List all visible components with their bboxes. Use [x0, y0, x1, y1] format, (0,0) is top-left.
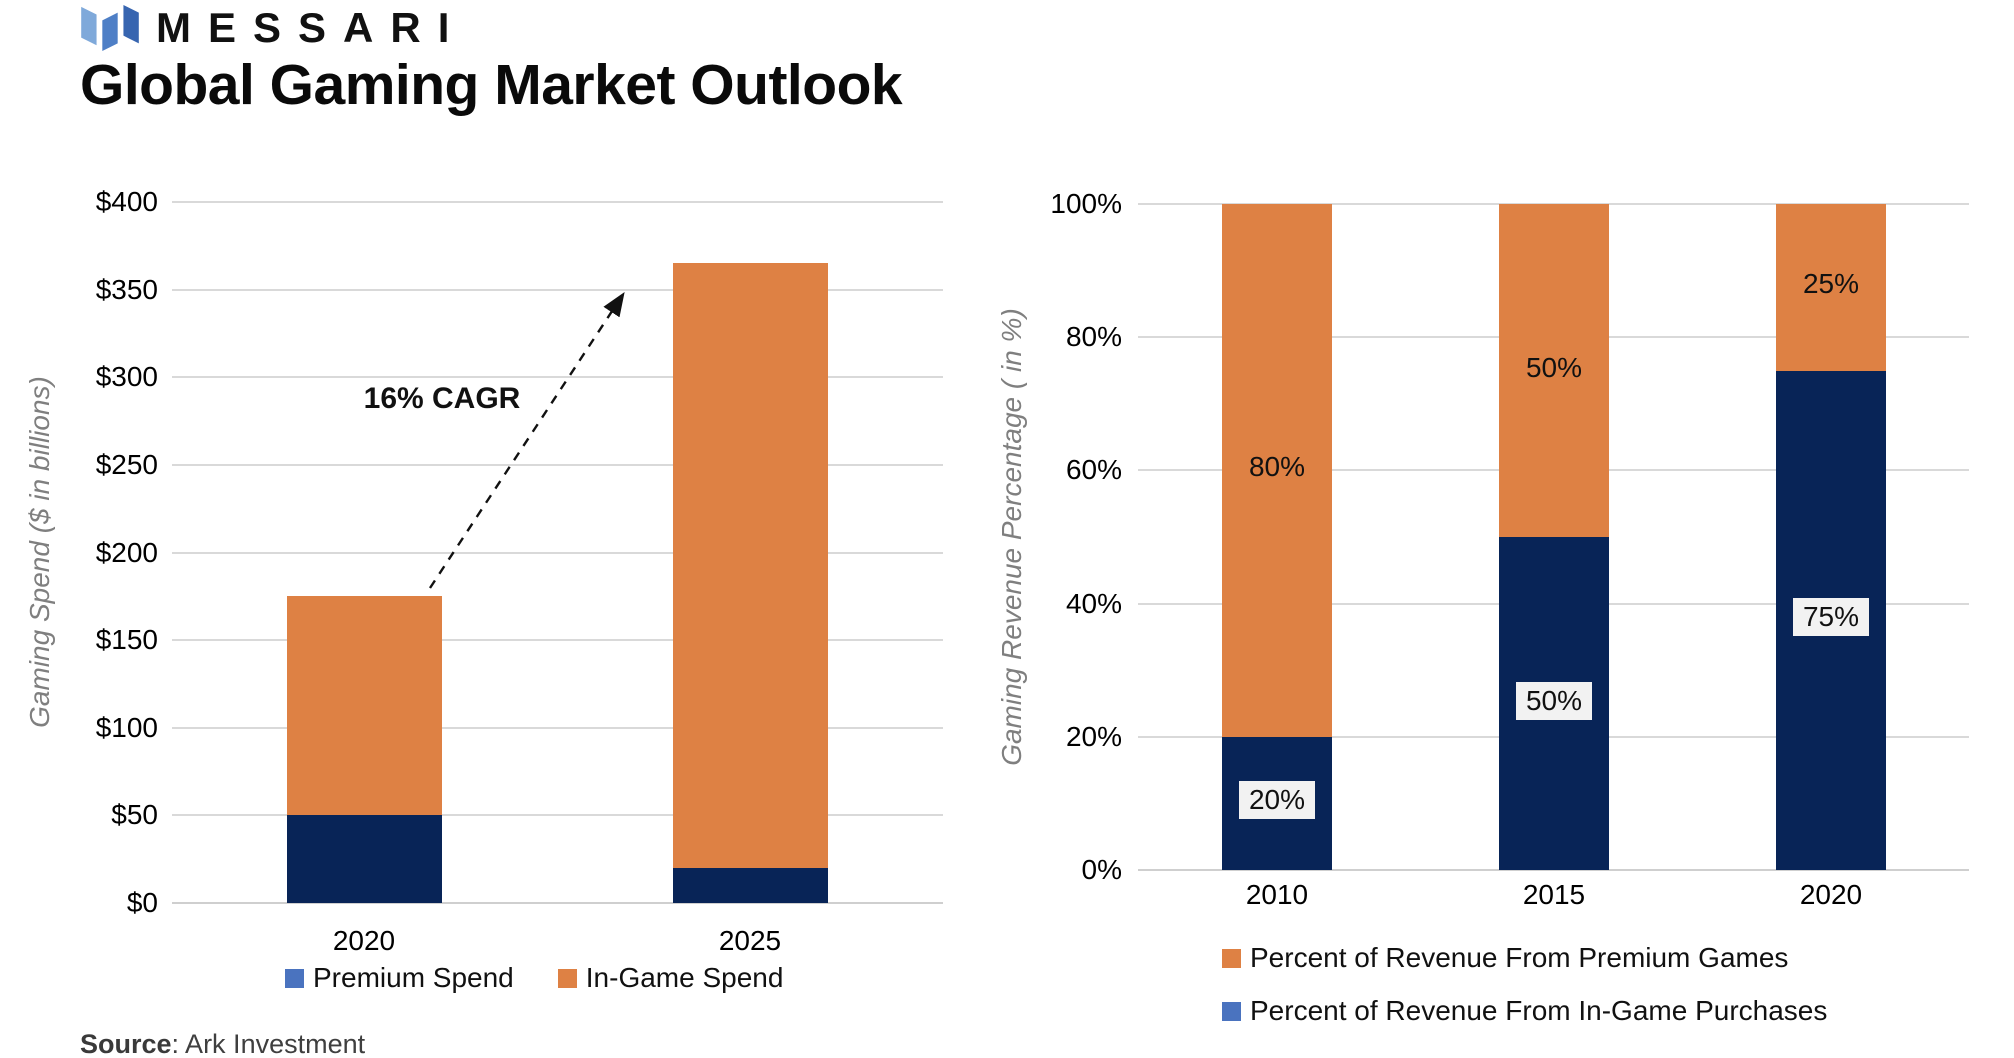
- x-axis-tick-label: 2025: [718, 925, 782, 956]
- y-axis-tick-label: 20%: [1065, 720, 1122, 752]
- bar-segment: [672, 263, 828, 868]
- y-axis-tick-label: $100: [95, 711, 158, 743]
- bar-value-label: 75%: [1756, 598, 1906, 637]
- premium-games-swatch-icon: [1222, 948, 1241, 968]
- y-axis-tick-label: 40%: [1065, 587, 1122, 619]
- bar-value-label: 20%: [1202, 781, 1352, 820]
- bar-segment: [1222, 204, 1332, 737]
- legend-item-ingame-spend: In-Game Spend: [557, 962, 784, 994]
- cagr-annotation: 16% CAGR: [363, 382, 521, 415]
- y-axis-tick-label: $0: [126, 887, 158, 918]
- y-axis-tick-label: $350: [95, 273, 158, 305]
- bar-segment: [1776, 204, 1886, 371]
- y-axis-tick-label: 80%: [1065, 321, 1122, 353]
- x-axis-tick-label: 2020: [332, 925, 396, 956]
- y-axis-tick-label: 0%: [1081, 854, 1122, 885]
- y-axis-tick-label: $50: [111, 799, 158, 831]
- bar-value-label: 25%: [1802, 268, 1860, 300]
- gridline: [172, 201, 943, 203]
- page-title: Global Gaming Market Outlook: [80, 53, 903, 117]
- right-legend: Percent of Revenue From Premium Games Pe…: [1222, 942, 1827, 1048]
- gridline: [172, 288, 943, 291]
- ingame-spend-swatch-icon: [557, 968, 577, 988]
- x-axis-tick-label: 2010: [1245, 879, 1309, 910]
- y-axis-tick-label: 100%: [1050, 188, 1122, 219]
- y-axis-tick-label: $200: [95, 536, 158, 568]
- legend-item-ingame-purchases: Percent of Revenue From In-Game Purchase…: [1222, 995, 1827, 1027]
- gridline: [1138, 869, 1969, 871]
- bar-segment: [672, 867, 828, 903]
- y-axis-tick-label: $250: [95, 448, 158, 480]
- legend-label: In-Game Spend: [585, 962, 784, 993]
- x-axis-tick-label: 2020: [1799, 879, 1863, 910]
- bar-value-label: 50%: [1525, 351, 1583, 383]
- ingame-purchases-swatch-icon: [1222, 1001, 1241, 1021]
- gridline: [172, 814, 943, 817]
- bar-segment: [286, 596, 442, 816]
- legend-label: Percent of Revenue From Premium Games: [1250, 942, 1789, 973]
- legend-label: Percent of Revenue From In-Game Purchase…: [1250, 995, 1828, 1026]
- right-y-axis-title: Gaming Revenue Percentage ( in %): [996, 308, 1027, 766]
- messari-logo-icon: [81, 4, 139, 52]
- left-y-axis-title: Gaming Spend ($ in billions): [24, 376, 55, 728]
- y-axis-tick-label: $400: [95, 186, 158, 217]
- source-text: : Ark Investment: [171, 1029, 366, 1058]
- left-legend: Premium Spend In-Game Spend: [285, 962, 827, 994]
- premium-spend-swatch-icon: [285, 968, 304, 988]
- gridline: [172, 726, 943, 729]
- legend-label: Premium Spend: [313, 962, 514, 993]
- brand-wordmark: MESSARI: [156, 4, 467, 51]
- legend-item-premium-games: Percent of Revenue From Premium Games: [1222, 942, 1827, 974]
- y-axis-tick-label: $300: [95, 361, 158, 393]
- y-axis-tick-label: 60%: [1065, 454, 1122, 486]
- bar-value-label: 50%: [1479, 681, 1629, 720]
- source-label: Source: [80, 1029, 172, 1058]
- bar-value-label: 80%: [1248, 451, 1306, 483]
- bar-segment: [286, 815, 442, 903]
- gridline: [172, 639, 943, 642]
- legend-item-premium-spend: Premium Spend: [285, 962, 514, 994]
- bar-segment: [1499, 204, 1609, 537]
- source-note: Source: Ark Investment: [80, 1029, 365, 1058]
- gridline: [172, 902, 943, 904]
- x-axis-tick-label: 2015: [1522, 879, 1586, 910]
- y-axis-tick-label: $150: [95, 624, 158, 656]
- messari-logo: MESSARI: [78, 4, 466, 52]
